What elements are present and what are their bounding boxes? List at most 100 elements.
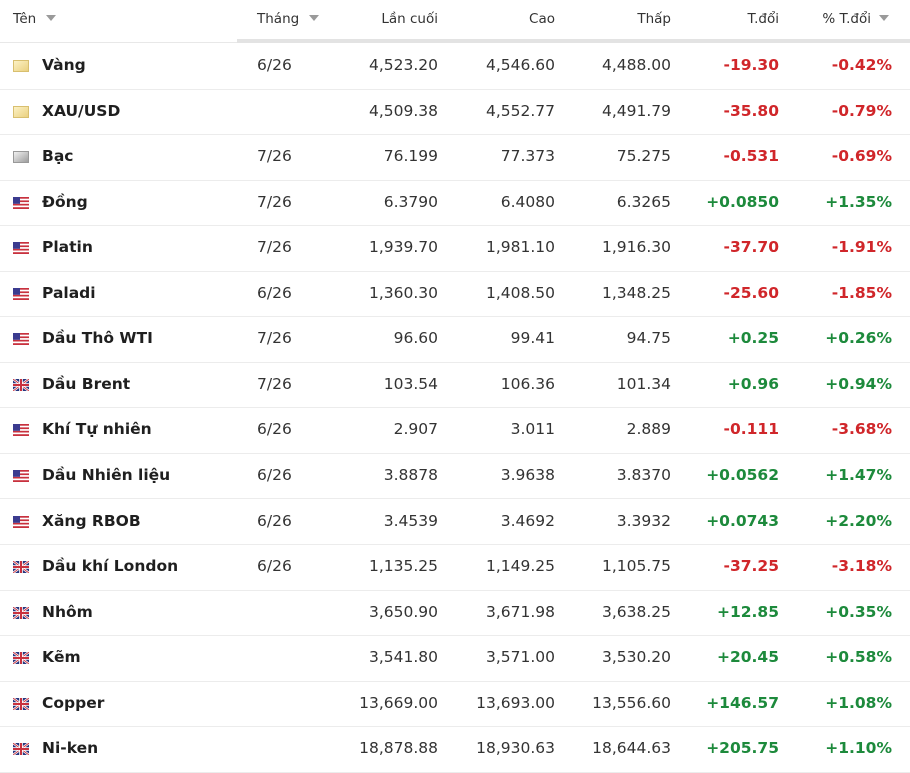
table-row[interactable]: Xăng RBOB 6/26 3.4539 3.4692 3.3932 +0.0743 +2…: [0, 500, 910, 546]
table-row[interactable]: XAU/USD 4,509.38 4,552.77 4,491.79 -35.80 -0.…: [0, 90, 910, 136]
low-price: 1,348.25: [601, 283, 671, 302]
change-pct: +2.20%: [825, 511, 892, 530]
change-pct: +0.26%: [825, 329, 892, 348]
last-price: 1,135.25: [368, 557, 438, 576]
high-price: 1,149.25: [485, 557, 555, 576]
table-row[interactable]: Dầu Brent 7/26 103.54 106.36 101.34 +0.96 +0.9…: [0, 363, 910, 409]
last-price: 4,509.38: [368, 101, 438, 120]
flag-icon: [13, 652, 29, 665]
sort-arrow[interactable]: [46, 15, 56, 22]
high-price: 13,693.00: [476, 693, 555, 712]
instrument-name[interactable]: Xăng RBOB: [42, 511, 141, 530]
instrument-name[interactable]: Dầu Brent: [42, 374, 131, 393]
last-price: 3,541.80: [368, 648, 438, 667]
table-row[interactable]: Bạc 7/26 76.199 77.373 75.275 -0.531 -0.69%: [0, 135, 910, 181]
last-price: 1,939.70: [368, 238, 438, 257]
change: +12.85: [716, 602, 779, 621]
instrument-name[interactable]: Dầu khí London: [42, 557, 179, 576]
instrument-name[interactable]: Paladi: [42, 283, 96, 302]
low-price: 3,638.25: [601, 602, 671, 621]
change: -37.70: [723, 238, 779, 257]
sort-arrow[interactable]: [879, 15, 889, 22]
header-low[interactable]: Thấp: [637, 11, 671, 27]
instrument-name[interactable]: Kẽm: [42, 648, 81, 667]
high-price: 1,408.50: [485, 283, 555, 302]
instrument-name[interactable]: Nhôm: [42, 602, 93, 621]
header-high[interactable]: Cao: [529, 11, 555, 27]
table-row[interactable]: Dầu khí London 6/26 1,135.25 1,149.25 1,105.…: [0, 545, 910, 591]
change: +0.25: [727, 329, 779, 348]
last-price: 6.3790: [383, 192, 438, 211]
flag-icon: [13, 333, 29, 346]
table-row[interactable]: Khí Tự nhiên 6/26 2.907 3.011 2.889 -0.111 -3.…: [0, 408, 910, 454]
low-price: 1,916.30: [601, 238, 671, 257]
change-pct: -0.69%: [831, 147, 892, 166]
table-row[interactable]: Dầu Thô WTI 7/26 96.60 99.41 94.75 +0.25 +0.26…: [0, 317, 910, 363]
high-price: 4,546.60: [485, 56, 555, 74]
instrument-name[interactable]: Vàng: [42, 56, 86, 74]
sort-arrow[interactable]: [309, 15, 319, 22]
change: -35.80: [723, 101, 779, 120]
low-price: 4,488.00: [601, 56, 671, 74]
table-row[interactable]: Đồng 7/26 6.3790 6.4080 6.3265 +0.0850 +1.35%: [0, 181, 910, 227]
table-row[interactable]: Dầu Nhiên liệu 6/26 3.8878 3.9638 3.8370 +0.0…: [0, 454, 910, 500]
contract-month: 7/26: [257, 147, 292, 166]
flag-icon: [13, 606, 29, 619]
header-change-pct[interactable]: % T.đổi: [822, 11, 871, 27]
header-name[interactable]: Tên: [13, 11, 37, 27]
last-price: 96.60: [393, 329, 438, 348]
change-pct: +1.47%: [825, 465, 892, 484]
table-row[interactable]: Nhôm 3,650.90 3,671.98 3,638.25 +12.85 +0.35%: [0, 591, 910, 637]
flag-icon: [13, 196, 29, 209]
instrument-name[interactable]: Bạc: [42, 147, 74, 166]
change-pct: +0.94%: [825, 374, 892, 393]
instrument-name[interactable]: Copper: [42, 693, 105, 712]
table-row[interactable]: Paladi 6/26 1,360.30 1,408.50 1,348.25 -25.60…: [0, 272, 910, 318]
table-row[interactable]: Platin 7/26 1,939.70 1,981.10 1,916.30 -37.70…: [0, 226, 910, 272]
change-pct: -3.18%: [831, 557, 892, 576]
contract-month: 6/26: [257, 420, 292, 439]
change-pct: -1.85%: [831, 283, 892, 302]
table-row[interactable]: Kẽm 3,541.80 3,571.00 3,530.20 +20.45 +0.58%: [0, 636, 910, 682]
contract-month: 7/26: [257, 238, 292, 257]
instrument-name[interactable]: Đồng: [42, 192, 88, 211]
high-price: 77.373: [500, 147, 555, 166]
high-price: 3,671.98: [485, 602, 555, 621]
last-price: 13,669.00: [359, 693, 438, 712]
instrument-name[interactable]: Dầu Thô WTI: [42, 329, 153, 348]
header-last[interactable]: Lần cuối: [381, 11, 438, 27]
instrument-name[interactable]: Dầu Nhiên liệu: [42, 465, 171, 484]
flag-icon: [13, 561, 29, 574]
last-price: 3.8878: [383, 465, 438, 484]
contract-month: 6/26: [257, 511, 292, 530]
change-pct: +1.35%: [825, 192, 892, 211]
instrument-name[interactable]: XAU/USD: [42, 101, 121, 120]
flag-icon: [13, 60, 29, 72]
change: -19.30: [723, 56, 779, 74]
table-header: Tên Tháng Lần cuối Cao Thấp T.đổi % T.đổ…: [0, 0, 910, 43]
flag-icon: [13, 697, 29, 710]
last-price: 18,878.88: [359, 739, 438, 758]
change: -0.111: [723, 420, 779, 439]
instrument-name[interactable]: Khí Tự nhiên: [42, 420, 152, 439]
table-row[interactable]: Ni-ken 18,878.88 18,930.63 18,644.63 +205.75…: [0, 727, 910, 773]
change: -37.25: [723, 557, 779, 576]
change: +0.0743: [706, 511, 779, 530]
instrument-name[interactable]: Platin: [42, 238, 93, 257]
flag-icon: [13, 469, 29, 482]
header-change[interactable]: T.đổi: [747, 11, 779, 27]
change-pct: +0.35%: [825, 602, 892, 621]
instrument-name[interactable]: Ni-ken: [42, 739, 99, 758]
table-row[interactable]: Vàng 6/26 4,523.20 4,546.60 4,488.00 -19.30 -0…: [0, 44, 910, 90]
table-row[interactable]: Copper 13,669.00 13,693.00 13,556.60 +146.57…: [0, 682, 910, 728]
change: +0.96: [727, 374, 779, 393]
low-price: 18,644.63: [592, 739, 671, 758]
contract-month: 6/26: [257, 557, 292, 576]
high-price: 18,930.63: [476, 739, 555, 758]
low-price: 2.889: [626, 420, 671, 439]
last-price: 76.199: [383, 147, 438, 166]
contract-month: 7/26: [257, 329, 292, 348]
header-month[interactable]: Tháng: [257, 11, 300, 27]
contract-month: 6/26: [257, 283, 292, 302]
